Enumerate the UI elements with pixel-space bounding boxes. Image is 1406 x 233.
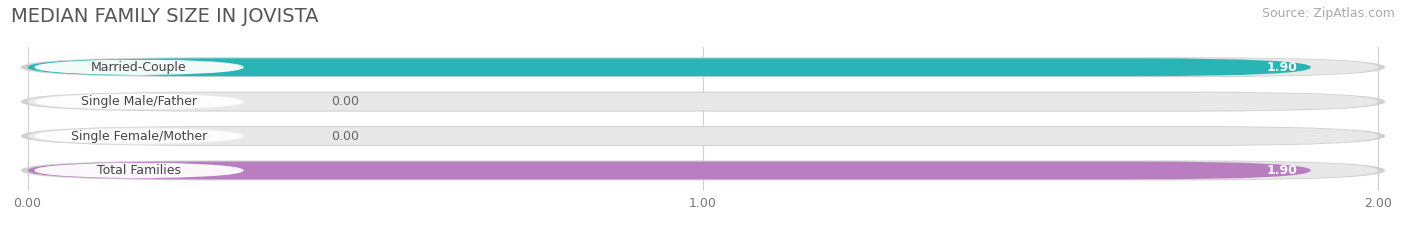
Text: MEDIAN FAMILY SIZE IN JOVISTA: MEDIAN FAMILY SIZE IN JOVISTA — [11, 7, 319, 26]
FancyBboxPatch shape — [28, 58, 1378, 76]
FancyBboxPatch shape — [21, 126, 1385, 146]
FancyBboxPatch shape — [28, 161, 1378, 179]
FancyBboxPatch shape — [21, 161, 1385, 180]
Text: 0.00: 0.00 — [332, 95, 360, 108]
Text: Married-Couple: Married-Couple — [91, 61, 187, 74]
FancyBboxPatch shape — [34, 128, 243, 144]
FancyBboxPatch shape — [28, 93, 1378, 111]
FancyBboxPatch shape — [28, 127, 1378, 145]
Text: 0.00: 0.00 — [332, 130, 360, 143]
Text: Total Families: Total Families — [97, 164, 181, 177]
FancyBboxPatch shape — [34, 93, 243, 110]
Text: 1.90: 1.90 — [1267, 61, 1298, 74]
FancyBboxPatch shape — [34, 162, 243, 179]
Text: Single Female/Mother: Single Female/Mother — [70, 130, 207, 143]
Text: 1.90: 1.90 — [1267, 164, 1298, 177]
FancyBboxPatch shape — [21, 92, 1385, 112]
FancyBboxPatch shape — [28, 161, 1310, 179]
FancyBboxPatch shape — [21, 57, 1385, 77]
FancyBboxPatch shape — [28, 58, 1310, 76]
FancyBboxPatch shape — [34, 59, 243, 75]
Text: Single Male/Father: Single Male/Father — [82, 95, 197, 108]
Text: Source: ZipAtlas.com: Source: ZipAtlas.com — [1261, 7, 1395, 20]
